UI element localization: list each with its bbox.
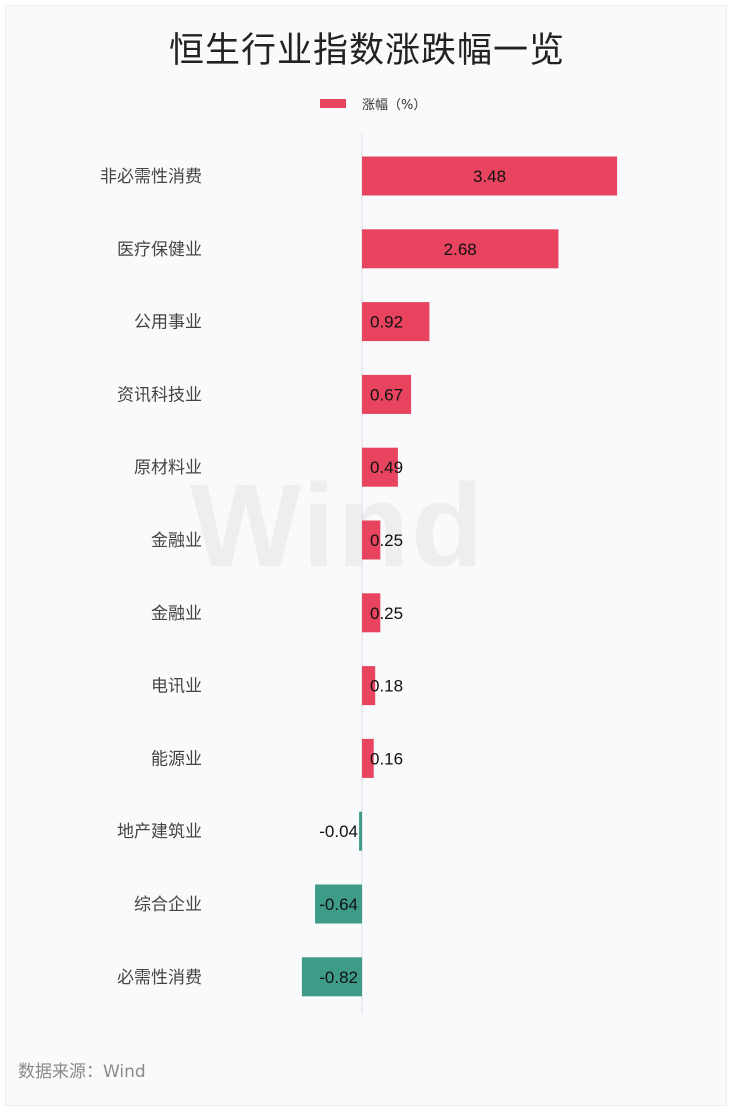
data-label: 0.16 <box>370 749 403 768</box>
category-label: 医疗保健业 <box>117 240 202 260</box>
bar <box>362 593 381 633</box>
legend-swatch <box>320 98 346 108</box>
data-label: 0.92 <box>370 313 403 332</box>
data-label: 2.68 <box>444 240 477 259</box>
data-label: -0.82 <box>319 968 358 987</box>
data-label: -0.04 <box>319 822 358 841</box>
bar <box>362 374 412 414</box>
category-label: 原材料业 <box>134 458 202 478</box>
chart-title: 恒生行业指数涨跌幅一览 <box>168 31 565 71</box>
category-label: 金融业 <box>151 604 202 624</box>
category-label: 必需性消费 <box>117 968 202 988</box>
category-label: 公用事业 <box>134 313 202 333</box>
bar <box>362 229 559 269</box>
legend: 涨幅（%） <box>320 93 426 113</box>
data-label: 3.48 <box>473 167 506 186</box>
data-label: 0.18 <box>370 677 403 696</box>
bar <box>315 884 362 924</box>
bar <box>362 520 381 560</box>
category-label: 地产建筑业 <box>117 822 202 842</box>
bar <box>362 156 618 196</box>
data-label: 0.67 <box>370 385 403 404</box>
category-label: 电讯业 <box>151 677 202 697</box>
legend-label: 涨幅（%） <box>362 97 427 113</box>
bar <box>362 447 398 487</box>
bar <box>362 666 376 706</box>
category-label: 非必需性消费 <box>100 167 202 187</box>
data-label: -0.64 <box>319 895 358 914</box>
category-label: 综合企业 <box>134 895 202 915</box>
category-label: 金融业 <box>151 531 202 551</box>
data-label: 0.25 <box>370 604 403 623</box>
bar <box>359 811 362 851</box>
data-label: 0.25 <box>370 531 403 550</box>
category-label: 能源业 <box>151 749 202 769</box>
category-label: 资讯科技业 <box>117 385 202 405</box>
source-note: 数据来源：Wind <box>18 1062 146 1082</box>
watermark-text: Wind <box>190 458 485 594</box>
data-label: 0.49 <box>370 458 403 477</box>
bar <box>362 302 430 342</box>
bar <box>301 957 362 997</box>
bar <box>362 738 374 778</box>
